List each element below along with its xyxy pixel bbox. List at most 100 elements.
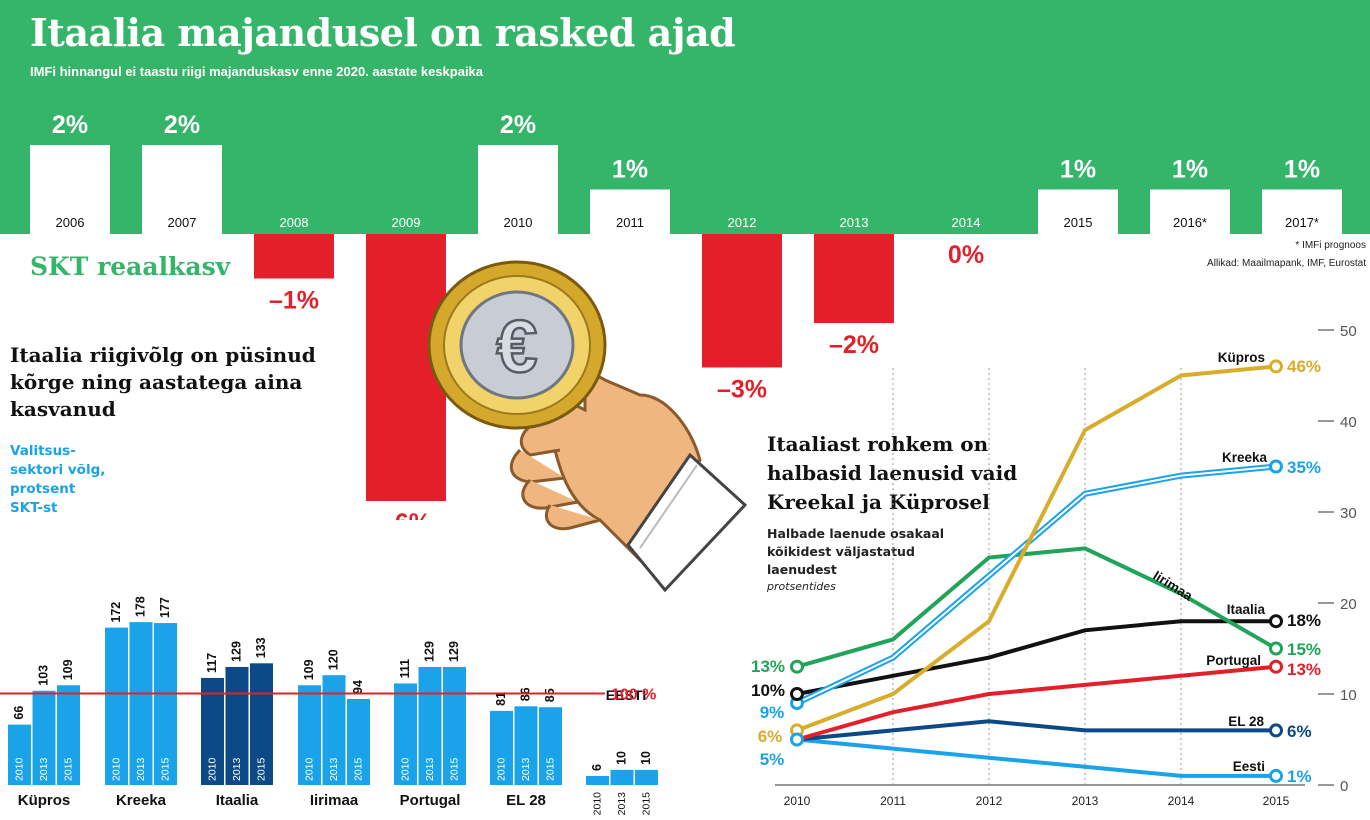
debt-value-label: 129 <box>229 641 243 662</box>
loan-x-tick: 2014 <box>1168 794 1195 808</box>
series-name-label: Iirimaa <box>1150 568 1195 604</box>
debt-year-label: 2013 <box>424 757 436 781</box>
debt-group-label: Itaalia <box>216 792 259 809</box>
series-name-label: Portugal <box>1206 653 1261 668</box>
debt-year-label: 2013 <box>616 792 628 816</box>
debt-bar <box>32 690 56 785</box>
debt-bar <box>105 627 128 785</box>
debt-group-label: EL 28 <box>506 792 546 809</box>
gdp-bar <box>142 145 222 234</box>
gdp-chart-label: SKT reaalkasv <box>30 252 231 281</box>
series-end-marker <box>1269 359 1283 374</box>
debt-bar-eesti <box>586 775 609 785</box>
hand-icon <box>509 374 748 593</box>
debt-year-label: 2015 <box>640 792 652 816</box>
gdp-growth-chart: 2% 2006 2% 2007 –1% 2008 –6% 2009 2% 2010 1% 2011 –3… <box>30 111 1342 520</box>
series-end-label: 46% <box>1287 357 1321 376</box>
debt-side-label: Valitsus-sektori võlg, protsent SKT-st <box>10 443 106 516</box>
gdp-value-label: –3% <box>717 376 767 404</box>
series-name-label: Kreeka <box>1222 450 1268 465</box>
loan-y-tick: 50 <box>1340 323 1357 340</box>
debt-bar <box>154 623 177 785</box>
series-start-label: 10% <box>751 681 785 700</box>
debt-bar-eesti <box>635 769 658 785</box>
gdp-value-label: 2% <box>500 111 536 139</box>
gdp-bar <box>478 145 558 234</box>
gdp-year-label: 2017* <box>1285 215 1319 230</box>
gdp-bar <box>254 234 334 279</box>
euro-coin-icon: € <box>427 260 607 430</box>
gdp-bar <box>702 234 782 368</box>
gdp-value-label: 1% <box>1060 156 1096 184</box>
debt-bar <box>418 666 442 785</box>
debt-value-label: 10 <box>639 751 653 765</box>
debt-bar <box>298 685 321 785</box>
loan-x-tick: 2012 <box>976 794 1003 808</box>
series-line-EL 28 <box>796 719 1276 742</box>
reference-line-label: 100 % <box>611 687 656 704</box>
debt-bar <box>347 698 370 785</box>
debt-value-label: 133 <box>254 637 268 658</box>
debt-year-label: 2010 <box>591 792 603 816</box>
debt-bar <box>443 666 466 785</box>
debt-value-label: 66 <box>12 706 26 720</box>
debt-year-label: 2015 <box>448 757 460 781</box>
series-end-label: 18% <box>1287 611 1321 630</box>
gdp-value-label: 1% <box>612 156 648 184</box>
series-name-label: Küpros <box>1218 350 1265 365</box>
debt-value-label: 103 <box>36 665 50 686</box>
gdp-year-label: 2009 <box>392 215 421 230</box>
forecast-footnote: * IMFi prognoos <box>1295 240 1366 251</box>
debt-bar-eesti <box>610 769 634 785</box>
debt-bar <box>322 675 346 785</box>
debt-bar <box>129 622 153 785</box>
gdp-value-label: 1% <box>1172 156 1208 184</box>
debt-value-label: 177 <box>158 597 172 618</box>
gdp-value-label: 1% <box>1284 156 1320 184</box>
series-end-label: 15% <box>1287 640 1321 659</box>
gdp-year-label: 2014 <box>952 215 981 230</box>
debt-bar <box>8 724 31 785</box>
loan-y-tick: 40 <box>1340 414 1357 431</box>
gdp-bar <box>590 189 670 234</box>
gdp-value-label: –1% <box>269 287 319 315</box>
loan-chart-unit: protsentides <box>767 580 836 593</box>
debt-value-label: 85 <box>543 688 557 702</box>
debt-value-label: 109 <box>61 659 75 680</box>
debt-value-label: 172 <box>109 602 123 623</box>
series-end-label: 35% <box>1287 458 1321 477</box>
debt-value-label: 117 <box>205 653 219 673</box>
gdp-year-label: 2006 <box>56 215 85 230</box>
debt-group-label: Portugal <box>400 792 461 809</box>
gdp-year-label: 2015 <box>1064 215 1093 230</box>
series-start-label: 5% <box>760 750 785 769</box>
gdp-bar <box>1262 189 1342 234</box>
series-start-marker <box>790 732 804 747</box>
series-end-marker <box>1269 641 1283 656</box>
gdp-value-label: 0% <box>948 241 984 269</box>
debt-group-label: Kreeka <box>116 792 167 809</box>
series-end-label: 6% <box>1287 722 1312 741</box>
page-subtitle: IMFi hinnangul ei taastu riigi majandusk… <box>30 64 484 79</box>
debt-year-label: 2015 <box>544 757 556 781</box>
page-title: Itaalia majandusel on rasked ajad <box>30 10 736 55</box>
loan-y-tick: 20 <box>1340 596 1357 613</box>
series-name-label: EL 28 <box>1228 714 1264 729</box>
debt-value-label: 129 <box>422 641 436 662</box>
loan-x-tick: 2013 <box>1072 794 1099 808</box>
source-note: Allikad: Maailmapank, IMF, Eurostat <box>1207 258 1366 269</box>
series-start-label: 6% <box>758 727 783 746</box>
debt-year-label: 2010 <box>399 757 411 781</box>
series-end-marker <box>1269 768 1283 783</box>
loan-x-tick: 2015 <box>1263 794 1290 808</box>
eesti-label: EESTI <box>606 687 646 703</box>
debt-year-label: 2010 <box>110 757 122 781</box>
debt-bar <box>201 677 224 785</box>
loan-y-tick: 0 <box>1340 778 1348 795</box>
debt-year-label: 2010 <box>495 757 507 781</box>
series-end-label: 1% <box>1287 767 1312 786</box>
gdp-year-label: 2013 <box>840 215 869 230</box>
loan-y-tick: 30 <box>1340 505 1357 522</box>
